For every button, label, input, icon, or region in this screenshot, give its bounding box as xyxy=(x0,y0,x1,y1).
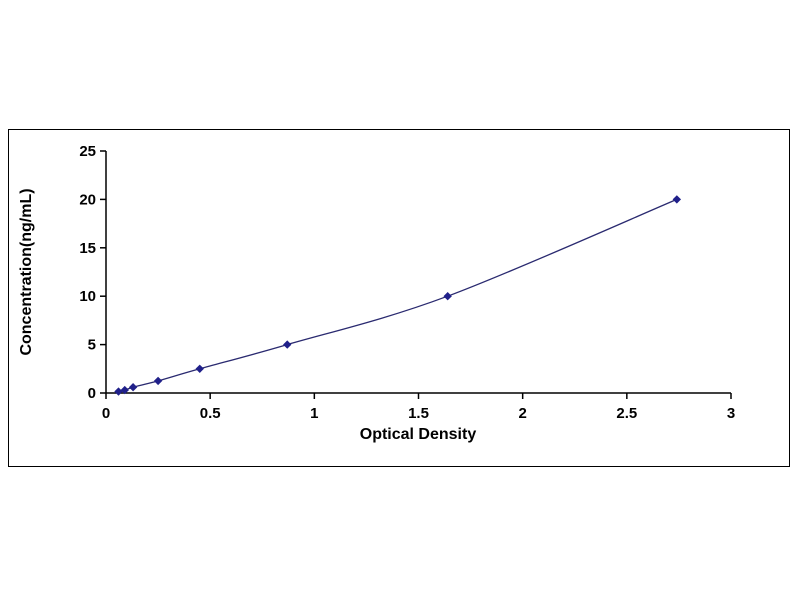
x-tick-label: 2 xyxy=(518,405,526,422)
y-tick-label: 15 xyxy=(79,240,96,257)
data-point-diamond xyxy=(114,387,123,396)
y-tick-label: 10 xyxy=(79,288,96,305)
chart-frame: Optical Density Concentration(ng/mL) 0 0.… xyxy=(8,129,790,467)
y-axis-title: Concentration(ng/mL) xyxy=(18,188,35,355)
x-tick-label: 0.5 xyxy=(200,405,221,422)
data-point-diamond xyxy=(283,340,292,349)
data-point-diamond xyxy=(128,382,138,392)
x-tick-label: 1.5 xyxy=(408,405,429,422)
y-tick-label: 25 xyxy=(79,143,96,160)
x-tick-label: 1 xyxy=(310,405,318,422)
y-tick-label: 0 xyxy=(88,385,96,402)
x-axis-title: Optical Density xyxy=(360,426,477,443)
data-point-diamond xyxy=(153,376,163,386)
data-point-diamond xyxy=(443,292,452,301)
data-point-diamond xyxy=(120,385,129,395)
x-tick-label: 3 xyxy=(727,405,735,422)
y-tick-label: 20 xyxy=(79,191,96,208)
x-tick-label: 0 xyxy=(102,405,110,422)
standard-curve-chart: Optical Density Concentration(ng/mL) 0 0.… xyxy=(18,143,735,443)
x-tick-label: 2.5 xyxy=(616,405,637,422)
series-line xyxy=(118,198,678,393)
data-point-diamond xyxy=(195,364,204,373)
y-tick-label: 5 xyxy=(88,337,96,354)
data-point-diamond xyxy=(672,195,682,204)
